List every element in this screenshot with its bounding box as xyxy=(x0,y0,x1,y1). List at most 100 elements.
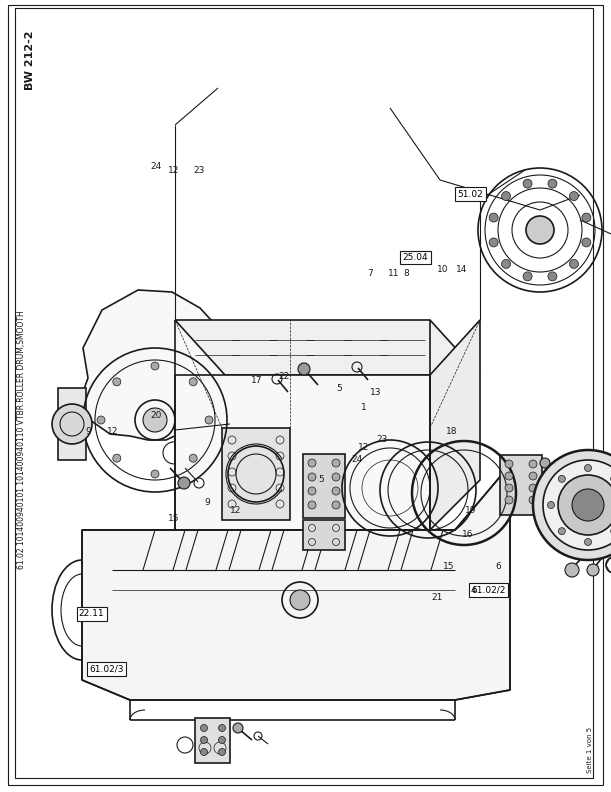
Circle shape xyxy=(205,416,213,424)
Circle shape xyxy=(52,404,92,444)
Text: 23: 23 xyxy=(193,166,204,175)
Circle shape xyxy=(219,737,225,744)
Text: 12: 12 xyxy=(230,506,241,516)
Circle shape xyxy=(200,725,208,732)
Circle shape xyxy=(97,416,105,424)
Circle shape xyxy=(151,470,159,478)
Text: BW 212-2: BW 212-2 xyxy=(25,30,35,89)
Circle shape xyxy=(540,458,550,468)
Circle shape xyxy=(565,563,579,577)
Circle shape xyxy=(543,460,611,550)
Polygon shape xyxy=(175,320,480,375)
Circle shape xyxy=(523,179,532,188)
Text: 13: 13 xyxy=(370,387,381,397)
Circle shape xyxy=(582,213,591,222)
Circle shape xyxy=(332,459,340,467)
Circle shape xyxy=(290,590,310,610)
Text: 17: 17 xyxy=(251,375,262,385)
Text: 19: 19 xyxy=(465,506,476,516)
Circle shape xyxy=(523,272,532,281)
Circle shape xyxy=(332,473,340,481)
Circle shape xyxy=(505,472,513,480)
Bar xyxy=(500,455,542,515)
Polygon shape xyxy=(82,465,510,700)
Circle shape xyxy=(308,473,316,481)
Bar xyxy=(58,388,86,460)
Circle shape xyxy=(489,213,498,222)
Text: 4: 4 xyxy=(470,585,477,595)
Text: 21: 21 xyxy=(431,593,442,603)
Circle shape xyxy=(502,192,511,200)
Bar xyxy=(222,428,290,520)
Text: 23: 23 xyxy=(376,435,387,444)
Circle shape xyxy=(151,362,159,370)
Text: 1: 1 xyxy=(360,403,367,413)
Circle shape xyxy=(533,450,611,560)
Polygon shape xyxy=(80,290,230,440)
Circle shape xyxy=(189,378,197,386)
Circle shape xyxy=(189,454,197,463)
Polygon shape xyxy=(175,375,430,530)
Circle shape xyxy=(569,192,579,200)
Circle shape xyxy=(558,475,611,535)
Text: 10: 10 xyxy=(437,265,448,274)
Text: 61.02/2: 61.02/2 xyxy=(472,585,506,595)
Text: 11: 11 xyxy=(389,268,400,278)
Text: 18: 18 xyxy=(447,427,458,436)
Text: 5: 5 xyxy=(336,383,342,393)
Circle shape xyxy=(529,472,537,480)
Circle shape xyxy=(308,459,316,467)
Circle shape xyxy=(572,489,604,521)
Text: 9: 9 xyxy=(86,427,92,436)
Text: 14: 14 xyxy=(456,265,467,274)
Circle shape xyxy=(505,460,513,468)
Circle shape xyxy=(558,527,565,535)
Circle shape xyxy=(547,501,555,508)
Bar xyxy=(303,520,345,550)
Text: 20: 20 xyxy=(150,411,161,421)
Circle shape xyxy=(529,496,537,504)
Text: Seite 1 von 5: Seite 1 von 5 xyxy=(587,727,593,773)
Circle shape xyxy=(529,460,537,468)
Circle shape xyxy=(200,737,208,744)
Text: 15: 15 xyxy=(444,562,455,571)
Circle shape xyxy=(298,363,310,375)
Text: 61.02 101400940101 101400940110 VTBR.ROLLER DRUM,SMOOTH: 61.02 101400940101 101400940110 VTBR.ROL… xyxy=(18,310,26,569)
Circle shape xyxy=(200,748,208,756)
Text: 5: 5 xyxy=(318,474,324,484)
Circle shape xyxy=(505,484,513,492)
Circle shape xyxy=(529,484,537,492)
Text: 15: 15 xyxy=(169,514,180,524)
Circle shape xyxy=(308,501,316,509)
Circle shape xyxy=(585,539,591,546)
Text: 12: 12 xyxy=(169,166,180,175)
Circle shape xyxy=(308,487,316,495)
Bar xyxy=(303,454,345,518)
Circle shape xyxy=(233,723,243,733)
Circle shape xyxy=(143,408,167,432)
Text: 61.02/3: 61.02/3 xyxy=(90,664,124,674)
Text: 7: 7 xyxy=(367,268,373,278)
Text: 12: 12 xyxy=(108,427,119,436)
Circle shape xyxy=(489,238,498,247)
Circle shape xyxy=(548,272,557,281)
Circle shape xyxy=(526,216,554,244)
Polygon shape xyxy=(430,320,480,530)
Text: 24: 24 xyxy=(352,455,363,464)
Text: 24: 24 xyxy=(150,162,161,171)
Circle shape xyxy=(178,477,190,489)
Text: 9: 9 xyxy=(205,498,211,508)
Text: 22: 22 xyxy=(279,371,290,381)
Circle shape xyxy=(332,501,340,509)
Circle shape xyxy=(113,378,121,386)
Text: 25.04: 25.04 xyxy=(403,253,428,262)
Circle shape xyxy=(587,564,599,576)
Circle shape xyxy=(502,260,511,268)
Circle shape xyxy=(332,487,340,495)
Circle shape xyxy=(505,496,513,504)
Bar xyxy=(195,718,230,763)
Circle shape xyxy=(582,238,591,247)
Circle shape xyxy=(219,725,225,732)
Text: 6: 6 xyxy=(495,562,501,571)
Text: 22.11: 22.11 xyxy=(79,609,104,619)
